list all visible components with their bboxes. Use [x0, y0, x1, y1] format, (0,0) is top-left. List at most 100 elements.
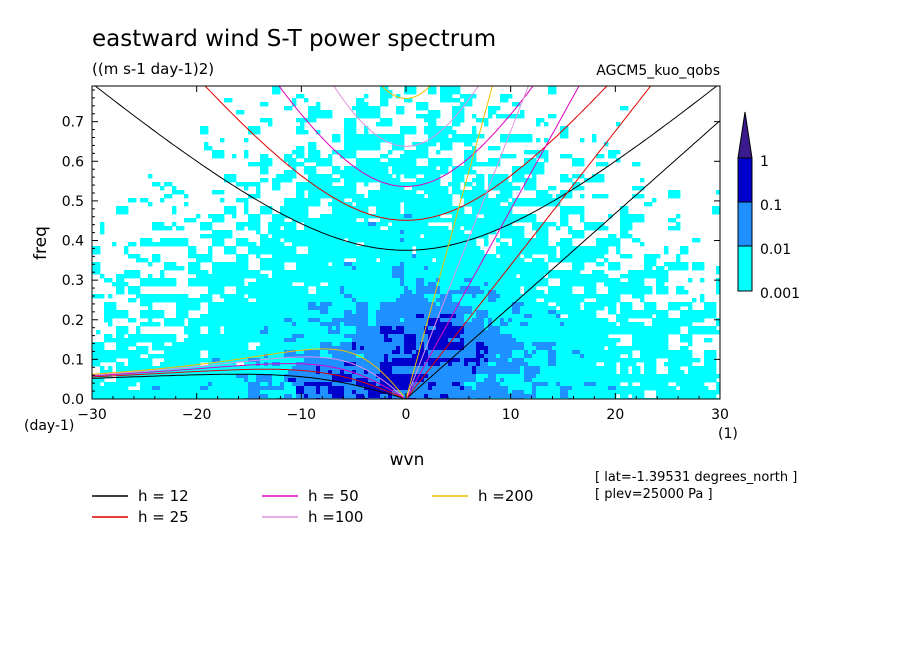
spectrum-cell	[484, 302, 489, 307]
spectrum-cell	[120, 338, 125, 343]
spectrum-cell	[532, 342, 537, 347]
spectrum-cell	[560, 174, 565, 179]
spectrum-cell	[540, 202, 545, 207]
spectrum-cell	[624, 322, 629, 327]
spectrum-cell	[452, 258, 457, 263]
spectrum-cell	[424, 262, 429, 267]
spectrum-cell	[340, 258, 345, 263]
spectrum-cell	[496, 318, 501, 323]
spectrum-cell	[404, 222, 409, 227]
spectrum-cell	[264, 250, 269, 255]
spectrum-cell	[396, 282, 401, 287]
spectrum-cell	[148, 306, 153, 311]
spectrum-cell	[392, 314, 397, 319]
spectrum-cell	[256, 322, 261, 327]
spectrum-cell	[332, 250, 337, 255]
spectrum-cell	[568, 294, 573, 299]
spectrum-cell	[372, 114, 377, 119]
spectrum-cell	[584, 254, 589, 259]
spectrum-cell	[380, 302, 385, 307]
spectrum-cell	[348, 230, 353, 235]
spectrum-cell	[228, 334, 233, 339]
spectrum-cell	[256, 298, 261, 303]
spectrum-cell	[436, 178, 441, 183]
spectrum-cell	[312, 110, 317, 115]
spectrum-cell	[540, 234, 545, 239]
spectrum-cell	[296, 218, 301, 223]
spectrum-cell	[480, 294, 485, 299]
spectrum-cell	[512, 102, 517, 107]
spectrum-cell	[456, 314, 461, 319]
spectrum-cell	[316, 302, 321, 307]
spectrum-cell	[640, 294, 645, 299]
spectrum-cell	[424, 198, 429, 203]
spectrum-cell	[552, 250, 557, 255]
spectrum-cell	[260, 250, 265, 255]
spectrum-cell	[576, 234, 581, 239]
spectrum-cell	[452, 106, 457, 111]
spectrum-cell	[444, 326, 449, 331]
spectrum-cell	[384, 182, 389, 187]
spectrum-cell	[168, 266, 173, 271]
spectrum-cell	[404, 162, 409, 167]
spectrum-cell	[116, 274, 121, 279]
spectrum-cell	[500, 206, 505, 211]
spectrum-cell	[476, 282, 481, 287]
spectrum-cell	[508, 318, 513, 323]
spectrum-cell	[548, 306, 553, 311]
spectrum-cell	[336, 258, 341, 263]
spectrum-cell	[308, 198, 313, 203]
spectrum-cell	[176, 306, 181, 311]
spectrum-cell	[520, 198, 525, 203]
spectrum-cell	[560, 290, 565, 295]
spectrum-cell	[512, 214, 517, 219]
spectrum-cell	[392, 214, 397, 219]
spectrum-cell	[400, 246, 405, 251]
spectrum-cell	[320, 230, 325, 235]
spectrum-cell	[476, 306, 481, 311]
spectrum-cell	[584, 286, 589, 291]
spectrum-cell	[656, 330, 661, 335]
spectrum-cell	[440, 138, 445, 143]
spectrum-cell	[532, 150, 537, 155]
spectrum-cell	[584, 222, 589, 227]
spectrum-cell	[232, 302, 237, 307]
spectrum-cell	[508, 282, 513, 287]
spectrum-cell	[260, 310, 265, 315]
spectrum-cell	[612, 298, 617, 303]
spectrum-cell	[452, 290, 457, 295]
spectrum-cell	[364, 266, 369, 271]
spectrum-cell	[228, 282, 233, 287]
spectrum-cell	[552, 254, 557, 259]
spectrum-cell	[356, 258, 361, 263]
spectrum-cell	[264, 298, 269, 303]
spectrum-cell	[528, 162, 533, 167]
spectrum-cell	[464, 238, 469, 243]
spectrum-cell	[548, 314, 553, 319]
spectrum-cell	[356, 142, 361, 147]
spectrum-cell	[420, 282, 425, 287]
spectrum-cell	[128, 298, 133, 303]
spectrum-cell	[492, 330, 497, 335]
spectrum-cell	[288, 246, 293, 251]
spectrum-cell	[600, 302, 605, 307]
spectrum-cell	[496, 294, 501, 299]
spectrum-cell	[140, 302, 145, 307]
spectrum-cell	[424, 338, 429, 343]
spectrum-cell	[364, 238, 369, 243]
spectrum-cell	[360, 146, 365, 151]
spectrum-cell	[368, 134, 373, 139]
spectrum-cell	[288, 298, 293, 303]
spectrum-cell	[400, 170, 405, 175]
spectrum-cell	[576, 254, 581, 259]
spectrum-cell	[228, 210, 233, 215]
spectrum-cell	[556, 342, 561, 347]
spectrum-cell	[288, 210, 293, 215]
spectrum-cell	[448, 270, 453, 275]
spectrum-cell	[524, 134, 529, 139]
spectrum-cell	[240, 294, 245, 299]
spectrum-cell	[248, 214, 253, 219]
spectrum-cell	[444, 234, 449, 239]
spectrum-cell	[360, 274, 365, 279]
spectrum-cell	[336, 290, 341, 295]
